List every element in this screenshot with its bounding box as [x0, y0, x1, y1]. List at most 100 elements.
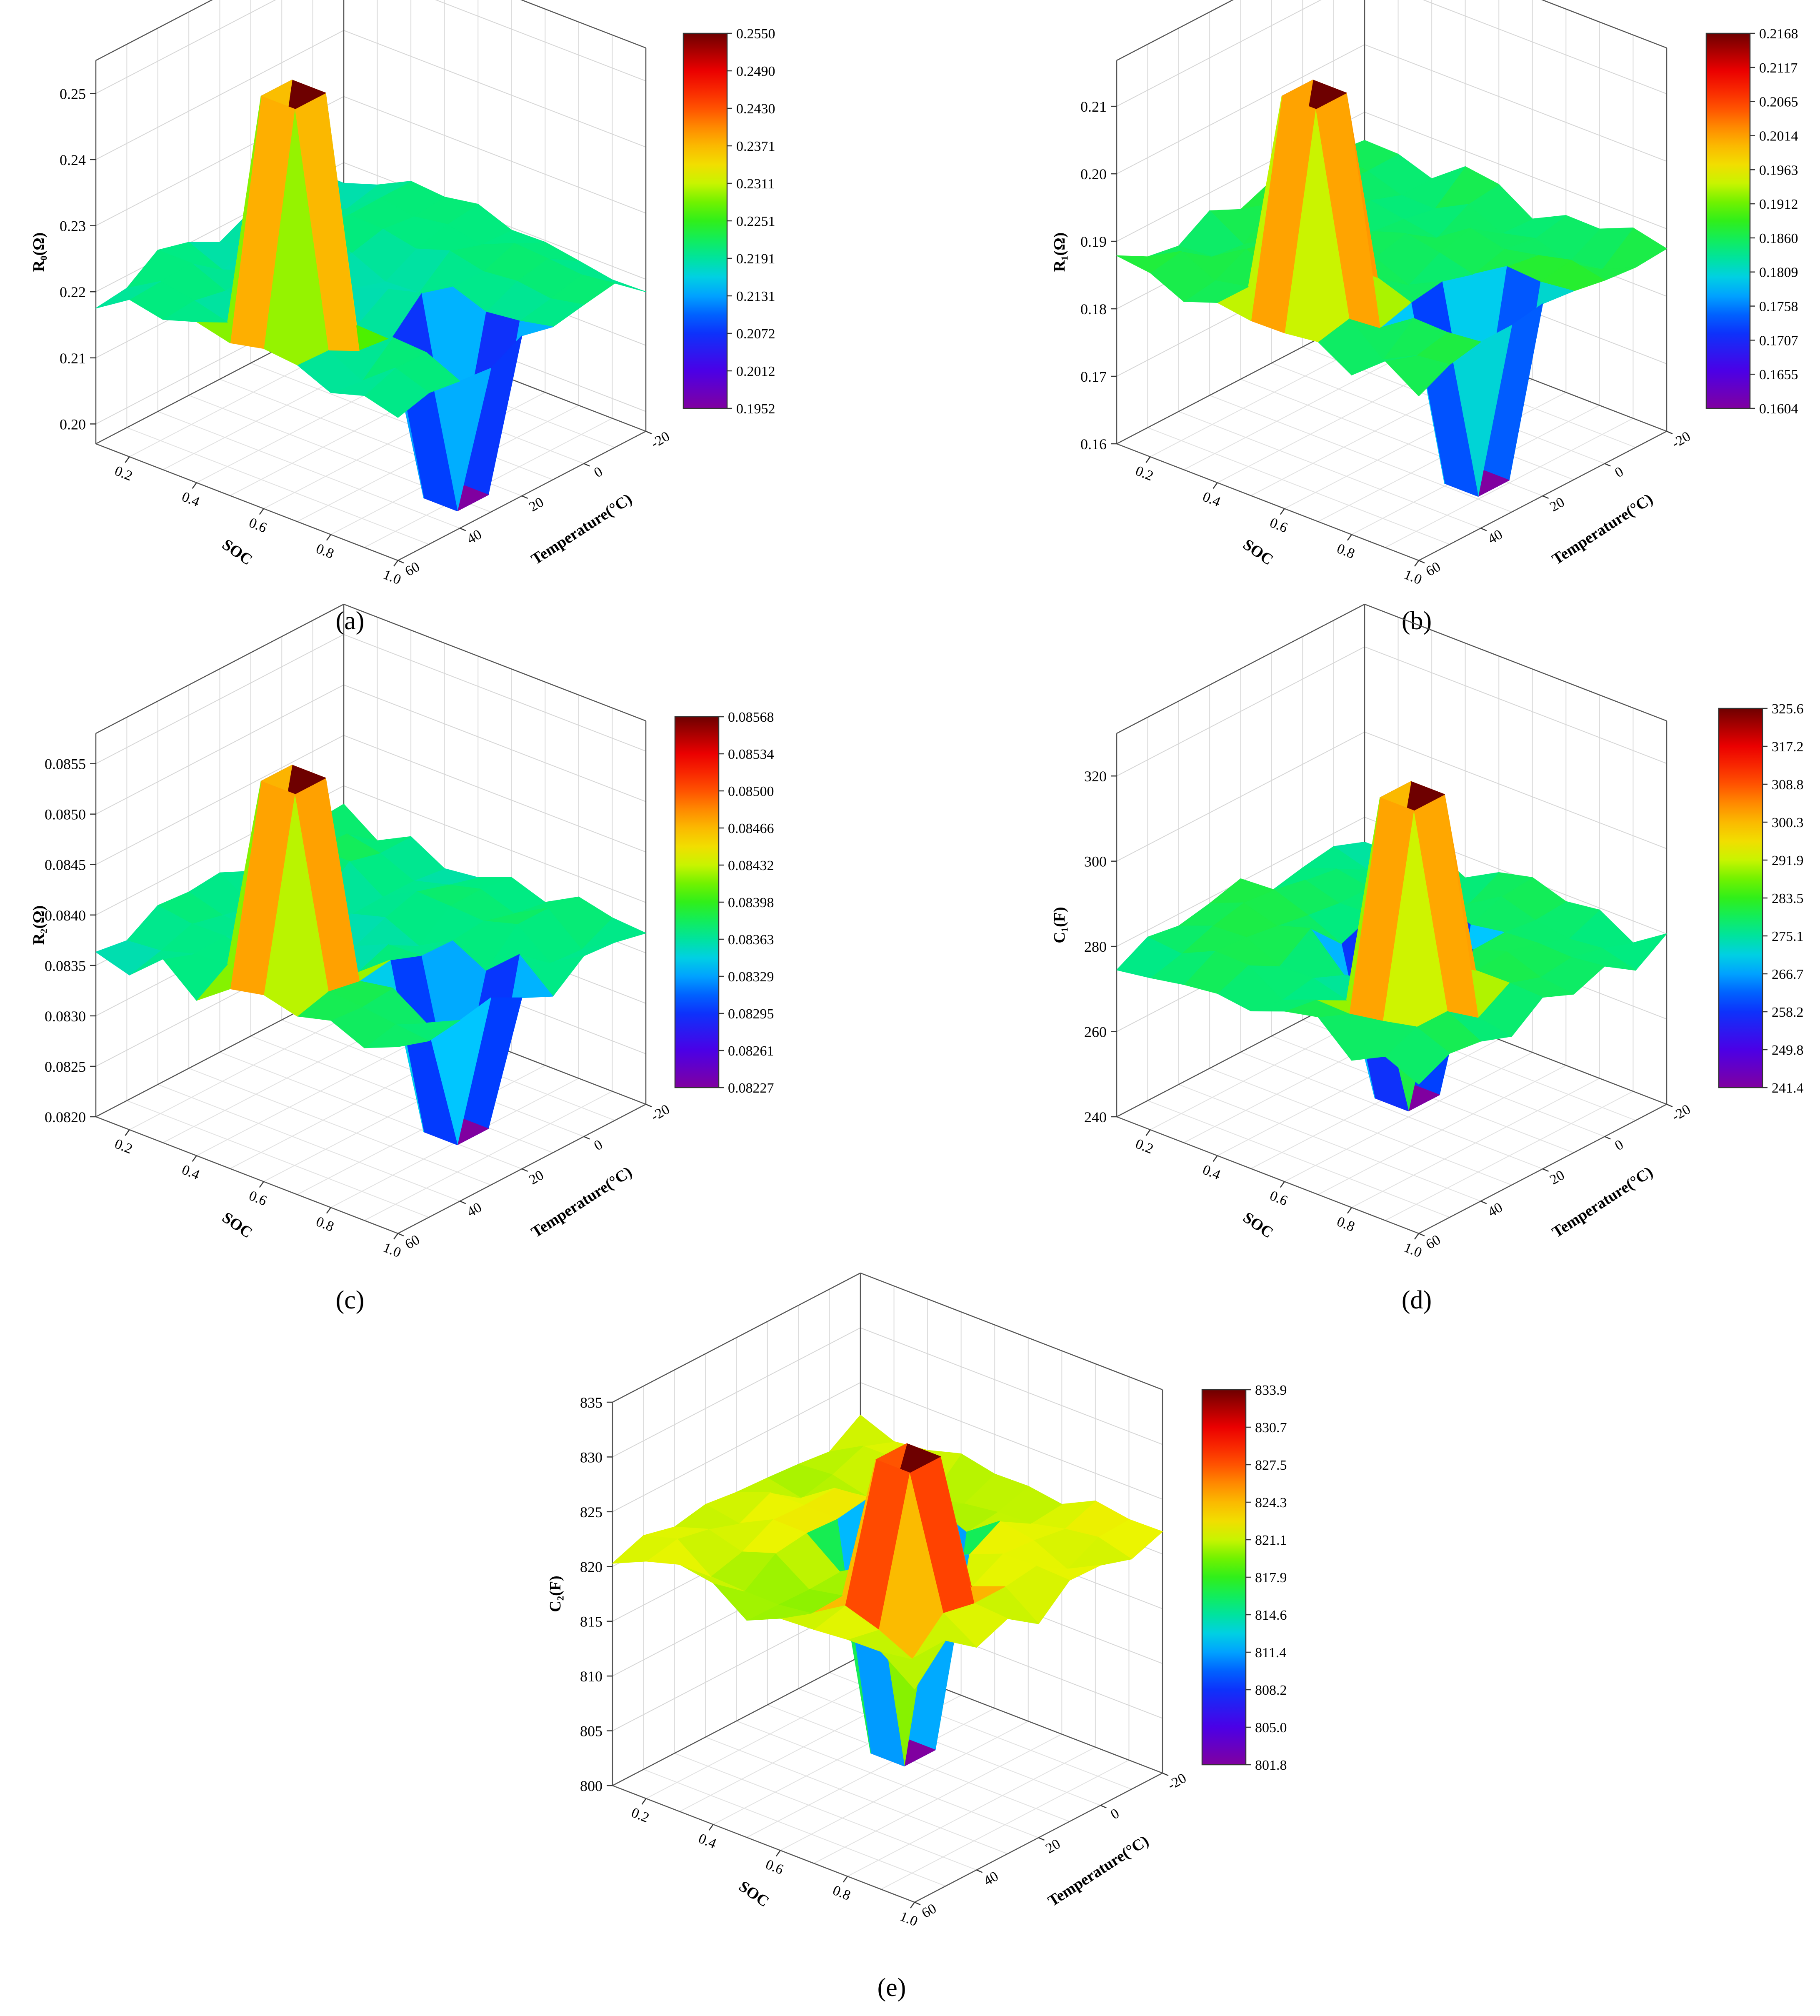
colorbar-tick-label: 0.1758 — [1759, 299, 1798, 315]
colorbar-tick-label: 0.2014 — [1759, 128, 1798, 144]
temp-tick-label: 40 — [1485, 1200, 1505, 1220]
colorbar-tick-label: 0.1655 — [1759, 367, 1798, 383]
z-tick-label: 805 — [580, 1723, 602, 1740]
temp-tick — [1666, 430, 1673, 435]
z-tick-label: 0.0855 — [45, 756, 86, 773]
soc-tick-label: 0.4 — [180, 1162, 202, 1183]
z-tick-label: 0.0825 — [45, 1058, 86, 1075]
temp-tick — [398, 560, 404, 564]
temperature-axis-label: Temperature(°C) — [1549, 490, 1656, 568]
soc-tick-label: 0.2 — [629, 1805, 651, 1826]
surface — [1116, 781, 1667, 1111]
floor-gridline — [705, 1736, 1008, 1854]
colorbar-a: 0.2550 0.2490 0.2430 0.2371 0.2311 0.2251 0.21… — [682, 26, 775, 417]
soc-tick-label: 1.0 — [381, 567, 403, 588]
soc-tick — [393, 1233, 399, 1240]
temperature-axis-label: Temperature(°C) — [1045, 1832, 1152, 1910]
soc-tick — [1414, 1233, 1420, 1240]
colorbar-tick-label: 0.08261 — [728, 1043, 774, 1059]
soc-tick-label: 0.4 — [696, 1831, 718, 1851]
z-tick-label: 0.19 — [1080, 233, 1107, 250]
soc-tick-label: 0.6 — [247, 1188, 269, 1209]
temp-tick-label: 20 — [526, 1167, 546, 1188]
colorbar-tick-label: 0.2072 — [736, 326, 775, 342]
z-axis-label: C₁(F) — [1051, 907, 1068, 943]
z-axis: 0.20 0.21 0.22 0.23 0.24 0.25 R₀(Ω) — [30, 85, 96, 433]
colorbar-tick-label: 801.8 — [1255, 1758, 1287, 1773]
temp-tick — [460, 528, 466, 531]
floor-gridline — [767, 1704, 1070, 1822]
temp-tick — [1162, 1772, 1169, 1776]
soc-tick-label: 0.2 — [112, 1136, 135, 1157]
temp-tick-label: 0 — [591, 1137, 605, 1154]
surface — [95, 80, 646, 511]
surface-facet — [95, 940, 161, 975]
floor-gridline — [250, 1036, 553, 1153]
z-tick-label: 0.18 — [1080, 301, 1107, 318]
soc-tick-label: 0.6 — [247, 515, 269, 536]
colorbar-tick-label: 325.6 — [1772, 701, 1804, 717]
colorbar-tick-label: 0.1707 — [1759, 333, 1798, 348]
z-axis-label: R₂(Ω) — [30, 905, 48, 945]
colorbar-tick-label: 0.2550 — [736, 26, 775, 42]
floor-gridline — [1178, 1084, 1481, 1202]
z-axis-label: R₀(Ω) — [30, 233, 48, 272]
floor-gridline — [1148, 1100, 1450, 1218]
axis-edge — [1541, 0, 1667, 49]
axis-edge — [860, 1272, 1163, 1391]
panel-caption: (a) — [336, 607, 365, 635]
colorbar-tick-label: 814.6 — [1255, 1608, 1287, 1623]
temp-tick-label: 20 — [1547, 1167, 1567, 1188]
axis-edge — [95, 443, 398, 561]
axis-edge — [1116, 0, 1234, 61]
z-tick-label: 240 — [1084, 1109, 1107, 1126]
wall-gridline — [612, 1272, 1163, 1403]
colorbar-tick-label: 283.5 — [1772, 891, 1804, 906]
soc-axis-label: SOC — [1240, 536, 1276, 569]
wall-gridline — [95, 30, 646, 160]
z-axis: 800 805 810 815 820 825 830 835 C₂(F) — [547, 1394, 612, 1794]
z-tick-label: 280 — [1084, 938, 1107, 955]
wall-gridline — [95, 684, 646, 815]
surface-facet — [1116, 251, 1182, 273]
soc-axis: 0.2 0.4 0.6 0.8 1.0 SOC — [1133, 456, 1424, 588]
surface-facet — [1116, 936, 1182, 978]
temp-tick — [522, 495, 528, 499]
colorbar-tick-label: 0.1604 — [1759, 401, 1798, 417]
temp-tick — [1418, 1233, 1425, 1237]
soc-axis-label: SOC — [219, 536, 255, 569]
colorbar-tick-label: 0.2191 — [736, 251, 775, 267]
soc-tick-label: 0.4 — [180, 489, 202, 510]
colorbar-tick-label: 308.8 — [1772, 777, 1804, 793]
floor-gridline — [1240, 1052, 1543, 1169]
z-tick-label: 825 — [580, 1504, 602, 1521]
soc-tick-label: 0.2 — [1133, 1136, 1155, 1157]
surface — [1116, 80, 1667, 497]
floor-gridline — [1178, 411, 1481, 529]
soc-tick-label: 1.0 — [898, 1908, 920, 1929]
floor-gridline — [188, 1068, 491, 1186]
floor-gridline — [220, 1052, 522, 1169]
soc-tick — [259, 508, 264, 515]
soc-tick — [842, 1876, 848, 1883]
wall-gridline — [1116, 646, 1667, 777]
soc-tick-label: 0.8 — [1335, 541, 1357, 562]
colorbar-tick-label: 291.9 — [1772, 853, 1804, 868]
soc-tick — [1145, 1129, 1151, 1136]
temperature-axis-label: Temperature(°C) — [528, 1163, 635, 1241]
temp-tick — [398, 1233, 404, 1237]
colorbar-d: 325.6 317.2 308.8 300.3 291.9 283.5 275.1 266.7… — [1718, 701, 1804, 1096]
floor-gridline — [798, 1688, 1101, 1806]
colorbar-tick-label: 0.2131 — [736, 289, 775, 304]
temp-tick — [645, 430, 652, 435]
colorbar-b: 0.2168 0.2117 0.2065 0.2014 0.1963 0.1912 0.18… — [1705, 26, 1798, 417]
colorbar-gradient — [1705, 33, 1751, 409]
soc-tick-label: 0.4 — [1200, 1162, 1222, 1183]
soc-tick — [708, 1824, 714, 1831]
soc-tick — [125, 456, 130, 463]
z-tick-label: 820 — [580, 1558, 602, 1575]
soc-tick-label: 0.6 — [1268, 515, 1290, 536]
colorbar-tick-label: 0.2311 — [736, 176, 775, 192]
colorbar-tick-label: 833.9 — [1255, 1383, 1287, 1398]
floor-gridline — [127, 1100, 429, 1218]
